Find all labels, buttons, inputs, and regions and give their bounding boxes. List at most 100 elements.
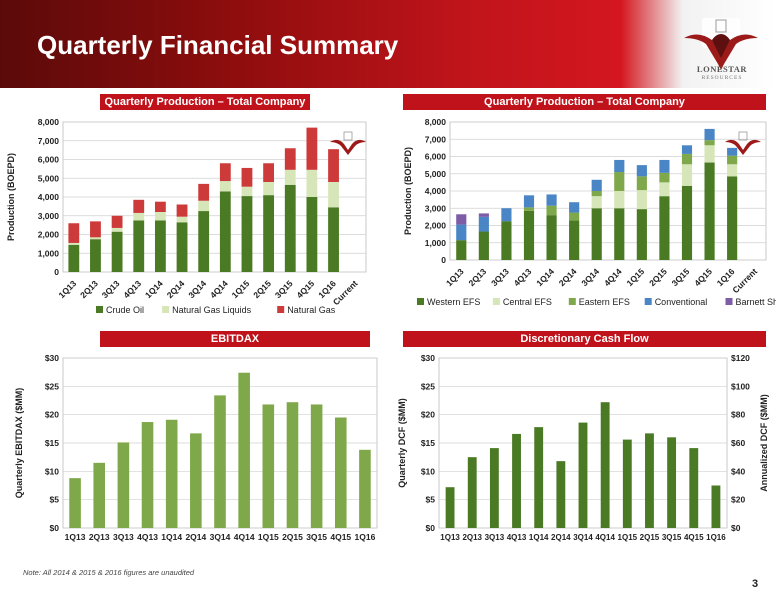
bar-1q15-series-1: [241, 186, 253, 197]
bar-2q14-series-2: [176, 204, 188, 217]
bar-3q15-series-1: [681, 164, 693, 186]
bar-3q13-series-0: [489, 448, 499, 528]
x-tick-label: 1Q16: [706, 533, 726, 542]
y-tick-label: $15: [45, 438, 59, 448]
bar-4q13-series-2: [133, 199, 145, 213]
bar-1q13-series-2: [68, 223, 80, 243]
x-tick-label: 1Q14: [529, 533, 549, 542]
bar-3q13-series-0: [501, 221, 512, 260]
bar-2q13-series-2: [90, 221, 101, 238]
bar-1q15-series-0: [262, 404, 275, 528]
x-tick-label: 4Q14: [234, 532, 255, 542]
legend-entry: Natural Gas: [287, 305, 336, 315]
bar-3q15-series-0: [667, 437, 677, 528]
bar-1q14-series-0: [165, 419, 178, 528]
bar-1q15-series-0: [636, 209, 647, 260]
panel-title-dcf: Discretionary Cash Flow: [403, 331, 766, 347]
x-tick-label: 2Q15: [282, 532, 303, 542]
bar-3q13-series-0: [117, 442, 130, 528]
bar-1q14-series-0: [546, 215, 557, 260]
y2-tick-label: $120: [731, 353, 750, 363]
y-tick-label: 8,000: [38, 117, 60, 127]
bar-4q14-series-1: [219, 181, 231, 192]
x-tick-label: Current: [331, 278, 360, 307]
bar-3q15-series-0: [310, 404, 323, 528]
bar-2q13-series-0: [93, 462, 106, 528]
legend-swatch: [277, 306, 285, 313]
x-tick-label: 2Q14: [165, 278, 187, 300]
bar-2q15-series-0: [659, 196, 670, 260]
bar-1q13-series-0: [68, 244, 80, 272]
x-tick-label: 3Q15: [306, 532, 327, 542]
y-tick-label: 8,000: [425, 117, 447, 127]
y2-tick-label: $60: [731, 438, 745, 448]
x-tick-label: 1Q13: [65, 532, 86, 542]
bar-4q13-series-3: [523, 195, 535, 208]
legend-entry: Western EFS: [427, 297, 480, 307]
page-number: 3: [752, 578, 759, 590]
production-by-product-chart: 0 1,000 2,000 3,000 4,000 5,000 6,000 7,000 8,00…: [6, 117, 367, 315]
y2-tick-label: $0: [731, 523, 741, 533]
bar-1q15-series-0: [622, 439, 632, 528]
bar-2q15-series-2: [659, 172, 670, 183]
y2-tick-label: $40: [731, 466, 745, 476]
y2-tick-label: $100: [731, 381, 750, 391]
x-tick-label: 3Q13: [113, 532, 134, 542]
bar-3q14-series-0: [198, 211, 210, 272]
x-tick-label: Current: [730, 266, 759, 295]
bar-3q15-series-3: [681, 145, 693, 154]
bar-1q16-series-0: [359, 449, 371, 528]
y-tick-label: $30: [45, 353, 59, 363]
bar-2q14-series-0: [176, 222, 188, 272]
bar-1q14-series-1: [154, 212, 166, 221]
x-tick-label: 2Q15: [647, 266, 669, 288]
x-tick-label: 1Q16: [355, 532, 376, 542]
bar-3q14-series-1: [198, 200, 210, 212]
bar-2q13-series-0: [478, 231, 489, 260]
bar-1q15-series-1: [636, 190, 647, 210]
y-tick-label: 1,000: [425, 238, 447, 248]
legend-swatch: [492, 298, 500, 305]
legend-swatch: [96, 306, 103, 313]
bar-4q14-series-1: [614, 191, 625, 209]
legend-entry: Eastern EFS: [579, 297, 630, 307]
bar-3q13-series-3: [501, 208, 512, 222]
y-tick-label: 4,000: [425, 186, 447, 196]
bar-2q14-series-3: [569, 202, 580, 213]
bar-4q13-series-2: [523, 207, 535, 211]
mini-logo-frame: [738, 131, 748, 141]
logo-subtext: RESOURCES: [701, 75, 743, 81]
y-tick-label: $30: [421, 353, 435, 363]
production-by-area-chart: 0 1,000 2,000 3,000 4,000 5,000 6,000 7,000 8,00…: [403, 117, 776, 307]
bar-4q15-series-1: [704, 145, 715, 163]
bar-3q15-series-2: [681, 153, 693, 165]
bar-2q15-series-3: [659, 159, 670, 173]
legend-entry: Conventional: [655, 297, 708, 307]
bar-4q13-series-1: [133, 212, 145, 221]
bar-2q13-series-0: [90, 239, 101, 272]
bar-2q14-series-0: [569, 220, 580, 260]
bar-1q15-series-2: [241, 167, 253, 187]
bar-4q13-series-0: [523, 210, 535, 260]
legend-swatch: [644, 298, 652, 305]
x-tick-label: 1Q14: [161, 532, 182, 542]
y-axis-label: Production (BOEPD): [6, 153, 16, 241]
dcf-chart: $0 $5 $10 $15 $20 $25 $30 Quarterly DCF ($MM) $0…: [397, 353, 769, 542]
bar-4q14-series-0: [600, 402, 610, 528]
footnote: Note: All 2014 & 2015 & 2016 figures are…: [23, 568, 195, 577]
bar-2q15-series-0: [286, 402, 299, 528]
bar-4q15-series-2: [704, 140, 715, 146]
bar-3q15-series-1: [284, 169, 296, 185]
lonestar-logo-icon: [684, 18, 758, 70]
panel-title-production-by-product: Quarterly Production – Total Company: [100, 94, 310, 110]
bar-4q14-series-0: [219, 191, 231, 272]
y2-tick-label: $80: [731, 410, 745, 420]
panel-title-production-by-area: Quarterly Production – Total Company: [403, 94, 766, 110]
bar-1q16-series-1: [328, 182, 339, 208]
y-tick-label: $5: [50, 495, 60, 505]
x-tick-label: 3Q13: [485, 533, 505, 542]
x-tick-label: 4Q15: [684, 533, 704, 542]
bar-2q13-series-3: [478, 216, 489, 232]
y-tick-label: $10: [421, 466, 435, 476]
x-tick-label: 1Q15: [618, 533, 638, 542]
